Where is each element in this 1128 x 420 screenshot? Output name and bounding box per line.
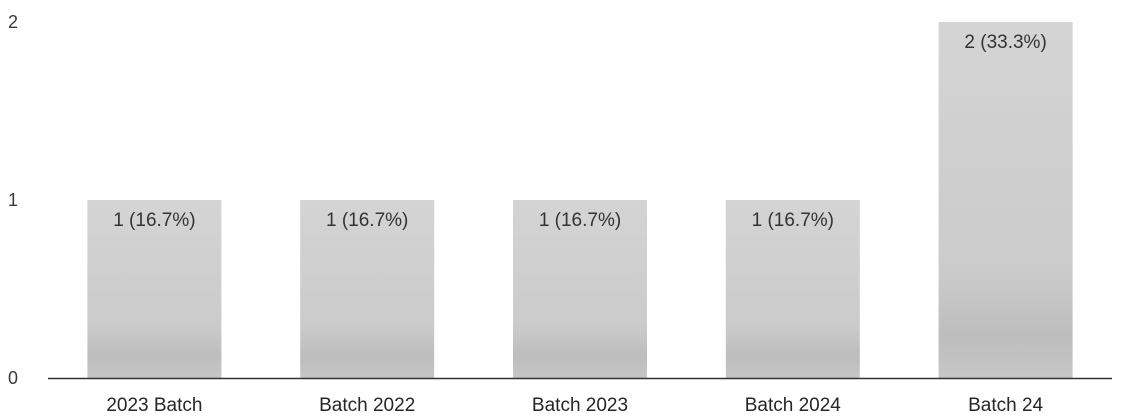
y-tick-label-2: 1 xyxy=(8,190,18,210)
y-axis-ticks: 0 1 2 xyxy=(8,12,18,388)
bars-layer xyxy=(87,22,1073,378)
bar-2 xyxy=(300,200,435,378)
y-tick-label-1: 0 xyxy=(8,368,18,388)
x-tick-label-3: Batch 2023 xyxy=(532,395,628,416)
bar-5 xyxy=(938,22,1073,378)
bar-4 xyxy=(725,200,860,378)
y-tick-label-3: 2 xyxy=(8,12,18,32)
data-label-2: 1 (16.7%) xyxy=(326,210,408,231)
data-label-5: 2 (33.3%) xyxy=(964,32,1046,53)
bar-1 xyxy=(87,200,222,378)
x-tick-label-4: Batch 2024 xyxy=(745,395,842,416)
data-label-4: 1 (16.7%) xyxy=(752,210,834,231)
data-label-3: 1 (16.7%) xyxy=(539,210,621,231)
x-tick-label-1: 2023 Batch xyxy=(106,395,202,416)
bar-3 xyxy=(513,200,647,378)
x-tick-label-5: Batch 24 xyxy=(968,395,1043,416)
x-axis-ticks: 2023 Batch Batch 2022 Batch 2023 Batch 2024… xyxy=(106,395,1043,416)
data-labels-layer: 1 (16.7%) 1 (16.7%) 1 (16.7%) 1 (16.7%) 2 (3… xyxy=(113,32,1047,231)
x-tick-label-2: Batch 2022 xyxy=(319,395,415,416)
data-label-1: 1 (16.7%) xyxy=(113,210,195,231)
